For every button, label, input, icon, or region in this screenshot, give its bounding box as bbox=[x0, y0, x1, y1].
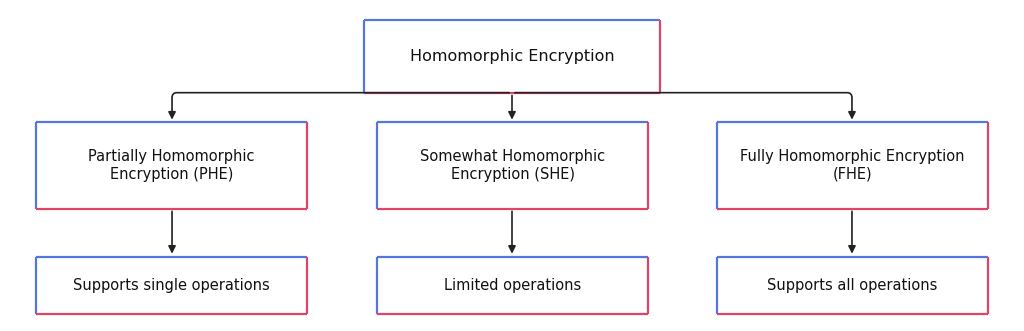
Bar bbox=[377, 122, 648, 209]
Bar bbox=[717, 122, 988, 209]
Text: Supports all operations: Supports all operations bbox=[767, 278, 938, 293]
Bar bbox=[36, 122, 307, 209]
Text: Fully Homomorphic Encryption
(FHE): Fully Homomorphic Encryption (FHE) bbox=[740, 149, 965, 182]
Bar bbox=[377, 257, 648, 314]
Bar bbox=[364, 20, 660, 93]
Text: Somewhat Homomorphic
Encryption (SHE): Somewhat Homomorphic Encryption (SHE) bbox=[420, 149, 605, 182]
Text: Supports single operations: Supports single operations bbox=[73, 278, 270, 293]
Bar bbox=[717, 257, 988, 314]
Bar bbox=[36, 257, 307, 314]
Text: Limited operations: Limited operations bbox=[443, 278, 582, 293]
Text: Partially Homomorphic
Encryption (PHE): Partially Homomorphic Encryption (PHE) bbox=[88, 149, 255, 182]
Text: Homomorphic Encryption: Homomorphic Encryption bbox=[410, 49, 614, 64]
